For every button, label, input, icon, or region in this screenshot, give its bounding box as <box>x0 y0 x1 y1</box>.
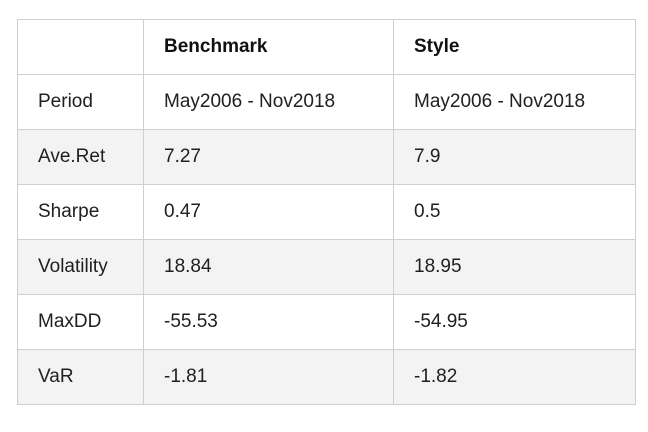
benchmark-value: -1.81 <box>143 349 394 405</box>
row-label: VaR <box>17 349 144 405</box>
benchmark-value: 18.84 <box>143 239 394 295</box>
benchmark-value: -55.53 <box>143 294 394 350</box>
table-row: Ave.Ret 7.27 7.9 <box>17 129 636 185</box>
table-row: Period May2006 - Nov2018 May2006 - Nov20… <box>17 74 636 130</box>
benchmark-value: 0.47 <box>143 184 394 240</box>
style-value: -54.95 <box>393 294 636 350</box>
table-row: MaxDD -55.53 -54.95 <box>17 294 636 350</box>
header-cell-benchmark: Benchmark <box>143 19 394 75</box>
table-row: Sharpe 0.47 0.5 <box>17 184 636 240</box>
style-value: -1.82 <box>393 349 636 405</box>
benchmark-value: 7.27 <box>143 129 394 185</box>
row-label: Volatility <box>17 239 144 295</box>
style-value: May2006 - Nov2018 <box>393 74 636 130</box>
row-label: Ave.Ret <box>17 129 144 185</box>
header-cell-style: Style <box>393 19 636 75</box>
benchmark-value: May2006 - Nov2018 <box>143 74 394 130</box>
header-cell-empty <box>17 19 144 75</box>
row-label: MaxDD <box>17 294 144 350</box>
style-value: 0.5 <box>393 184 636 240</box>
row-label: Sharpe <box>17 184 144 240</box>
stats-table-container: Benchmark Style Period May2006 - Nov2018… <box>17 19 636 405</box>
row-label: Period <box>17 74 144 130</box>
stats-table: Benchmark Style Period May2006 - Nov2018… <box>17 19 636 405</box>
table-row: Volatility 18.84 18.95 <box>17 239 636 295</box>
style-value: 18.95 <box>393 239 636 295</box>
style-value: 7.9 <box>393 129 636 185</box>
table-row: VaR -1.81 -1.82 <box>17 349 636 405</box>
table-header-row: Benchmark Style <box>17 19 636 75</box>
